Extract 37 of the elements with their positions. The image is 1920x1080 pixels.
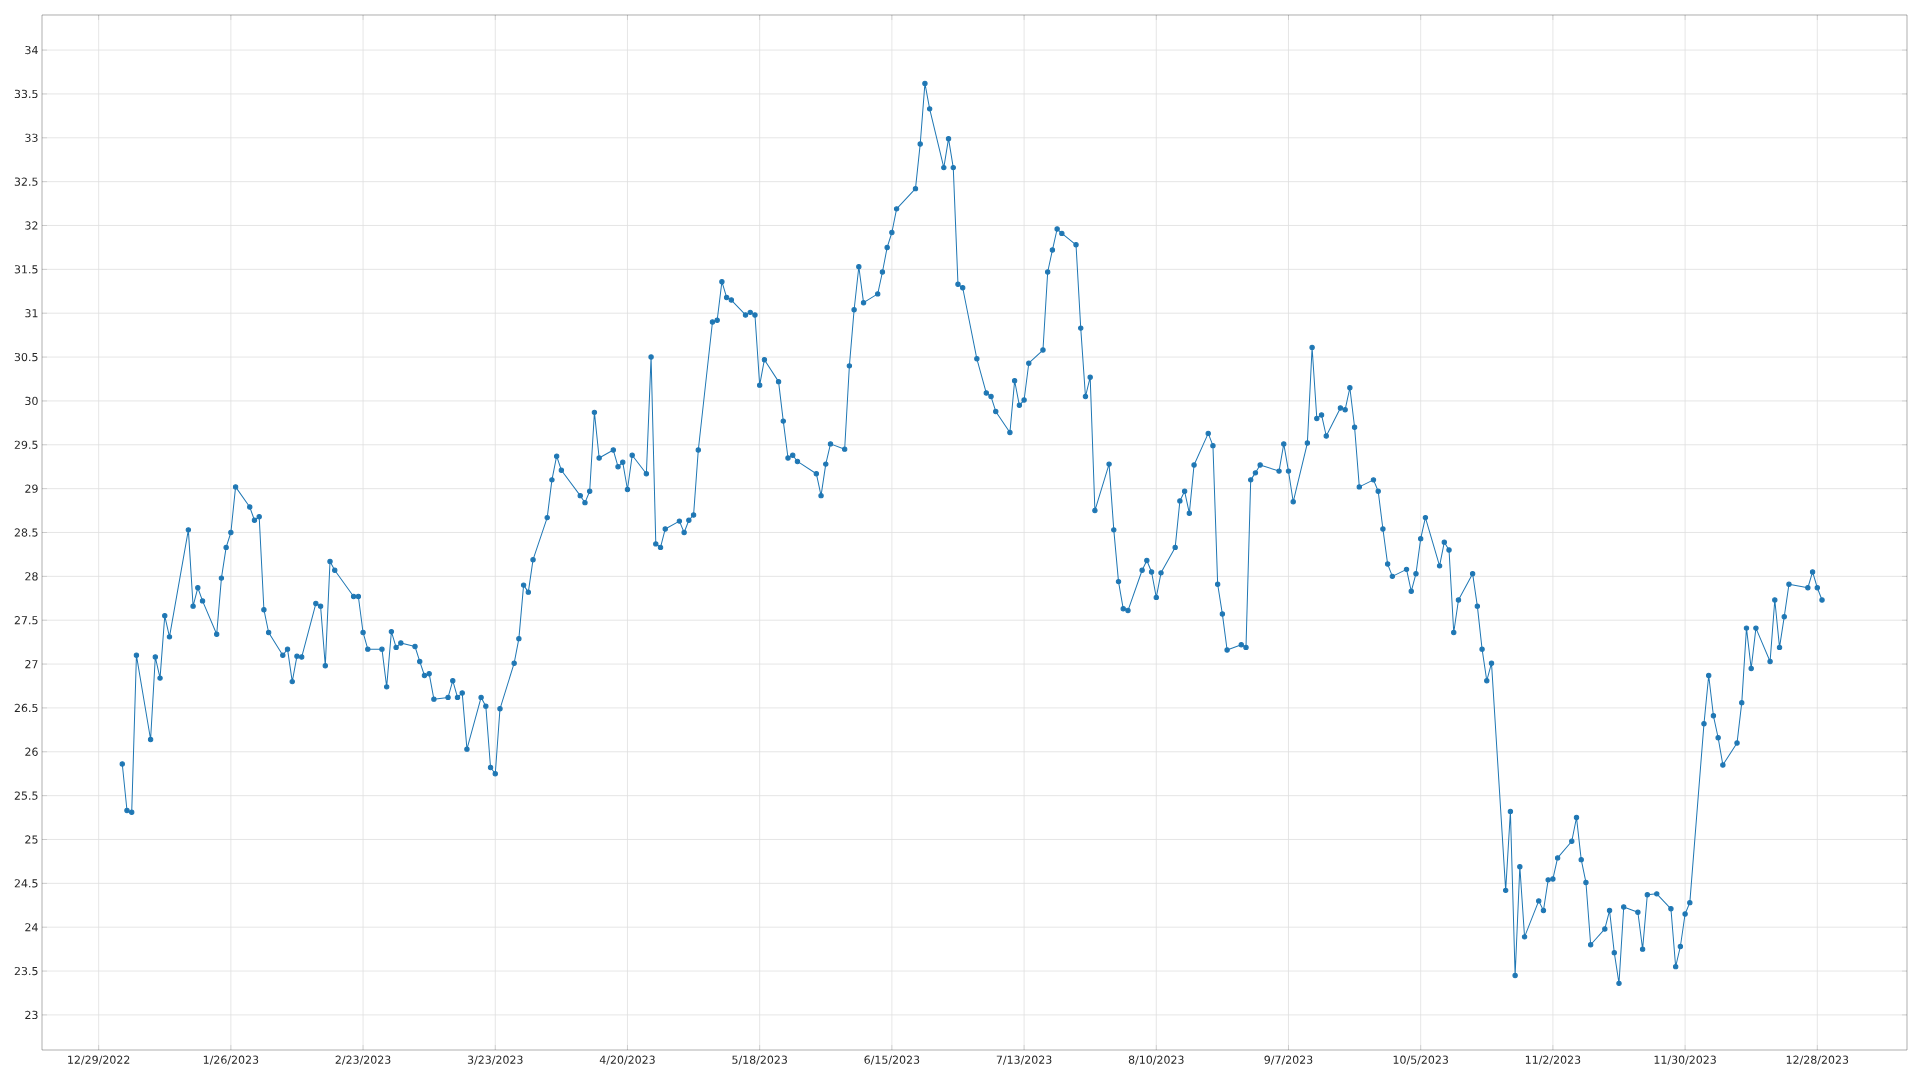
y-tick-label: 24.5 [14,879,38,888]
y-tick-label: 26.5 [14,703,38,713]
y-tick-label: 33 [25,133,38,142]
y-tick-label: 29 [25,484,38,493]
y-tick-label: 31.5 [14,265,38,274]
x-tick-label: 11/2/2023 [1525,1055,1581,1065]
x-tick-label: 6/15/2023 [864,1055,920,1065]
x-tick-label: 12/29/2022 [68,1055,130,1065]
x-tick-label: 10/5/2023 [1393,1055,1448,1065]
x-tick-label: 12/28/2023 [1786,1055,1849,1065]
x-tick-label: 1/26/2023 [203,1055,259,1065]
y-tick-label: 32.5 [14,177,38,186]
y-tick-label: 23 [25,1010,38,1020]
y-tick-label: 23.5 [14,966,38,976]
x-tick-label: 5/18/2023 [732,1055,787,1065]
x-tick-label: 11/30/2023 [1654,1055,1716,1065]
y-tick-label: 28 [25,572,38,581]
y-tick-label: 31 [25,309,38,318]
y-tick-label: 24 [25,923,38,932]
x-tick-label: 8/10/2023 [1128,1055,1184,1065]
x-tick-label: 9/7/2023 [1264,1055,1313,1065]
y-tick-label: 25 [25,835,38,844]
y-tick-label: 32 [25,221,38,230]
x-tick-label: 4/20/2023 [599,1055,655,1065]
x-tick-label: 2/23/2023 [335,1055,391,1065]
y-tick-label: 26 [25,747,38,756]
y-tick-label: 28.5 [14,528,38,537]
y-tick-label: 27.5 [14,616,38,625]
y-tick-label: 30 [25,396,38,406]
x-tick-label: 7/13/2023 [996,1055,1052,1065]
x-tick-label: 3/23/2023 [467,1055,523,1065]
y-tick-label: 33.5 [14,89,38,99]
y-tick-label: 30.5 [14,352,38,362]
y-tick-label: 34 [25,45,38,55]
y-tick-label: 25.5 [14,791,38,800]
y-tick-label: 29.5 [14,440,38,449]
y-tick-label: 27 [25,659,38,669]
